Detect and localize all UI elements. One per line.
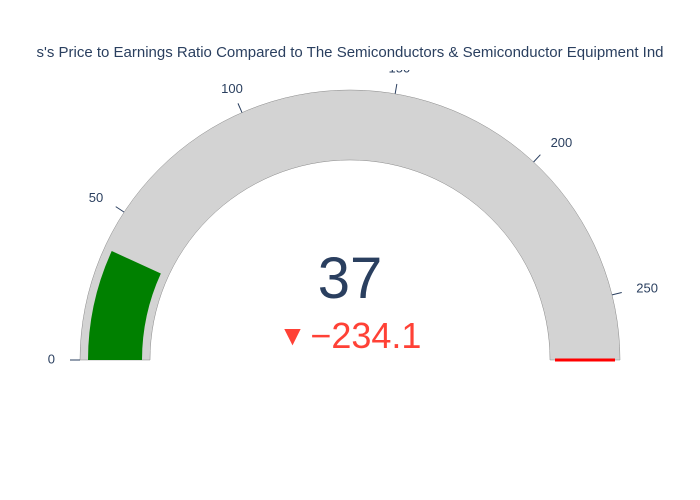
delta-down-icon: ▼: [279, 320, 307, 352]
gauge-tick: [612, 293, 622, 295]
gauge-tick-label: 100: [221, 81, 243, 96]
gauge-tick-label: 250: [636, 280, 658, 295]
gauge-tick: [238, 103, 242, 112]
gauge-tick-label: 50: [89, 190, 103, 205]
gauge-tick-label: 0: [48, 351, 55, 366]
gauge-tick-label: 200: [551, 135, 573, 150]
gauge-tick: [534, 155, 541, 162]
delta-indicator: ▼ −234.1: [279, 315, 422, 357]
chart-title: s's Price to Earnings Ratio Compared to …: [36, 44, 663, 61]
gauge-chart: 0 50 100 150 200 250 37 ▼ −234.1: [0, 70, 700, 470]
gauge-tick-label: 150: [389, 70, 411, 76]
gauge-value: 37: [318, 245, 383, 312]
gauge-tick: [116, 207, 124, 212]
delta-value: −234.1: [310, 315, 421, 357]
gauge-tick: [395, 84, 397, 94]
